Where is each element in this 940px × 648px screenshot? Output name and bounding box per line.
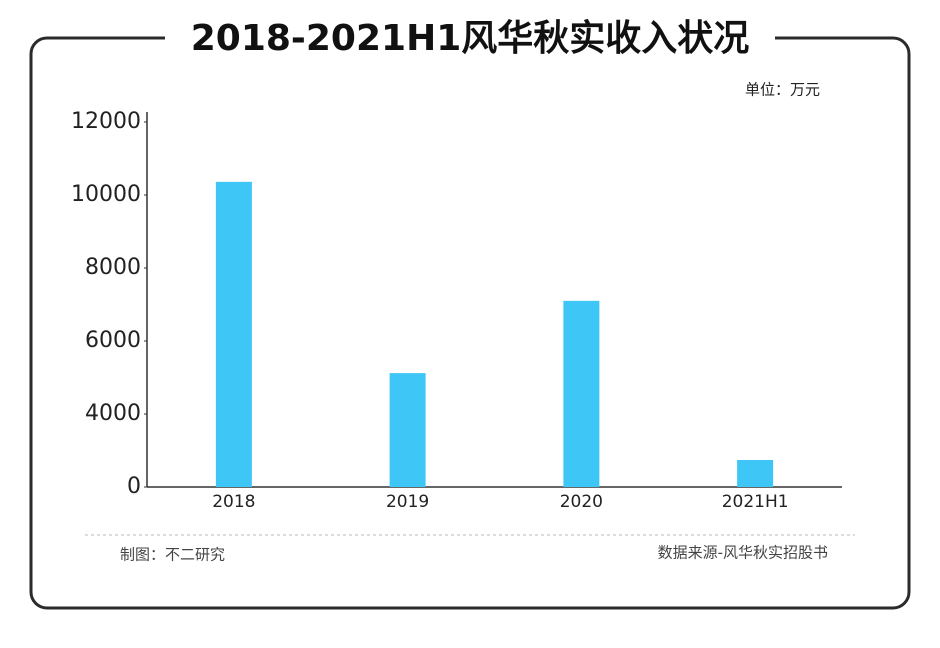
unit-label: 单位：万元 <box>745 81 820 99</box>
x-tick-label: 2018 <box>212 492 255 512</box>
source: 数据来源-风华秋实招股书 <box>658 544 828 562</box>
y-tick-label: 12000 <box>71 109 141 134</box>
x-tick-label: 2021H1 <box>722 492 789 512</box>
title-backdrop <box>165 14 775 64</box>
y-tick-label: 6000 <box>85 328 141 353</box>
x-tick-label: 2019 <box>386 492 429 512</box>
x-tick-label: 2020 <box>560 492 603 512</box>
y-tick-label: 10000 <box>71 182 141 207</box>
credit: 制图：不二研究 <box>120 546 225 564</box>
bar <box>389 373 426 487</box>
bar <box>563 300 600 487</box>
y-tick-label: 0 <box>127 474 141 499</box>
bar <box>737 459 774 487</box>
chart-title: 2018-2021H1风华秋实收入状况 <box>191 18 750 59</box>
y-tick-label: 8000 <box>85 255 141 280</box>
y-tick-label: 4000 <box>85 401 141 426</box>
bar <box>215 181 252 488</box>
frame <box>29 36 911 610</box>
